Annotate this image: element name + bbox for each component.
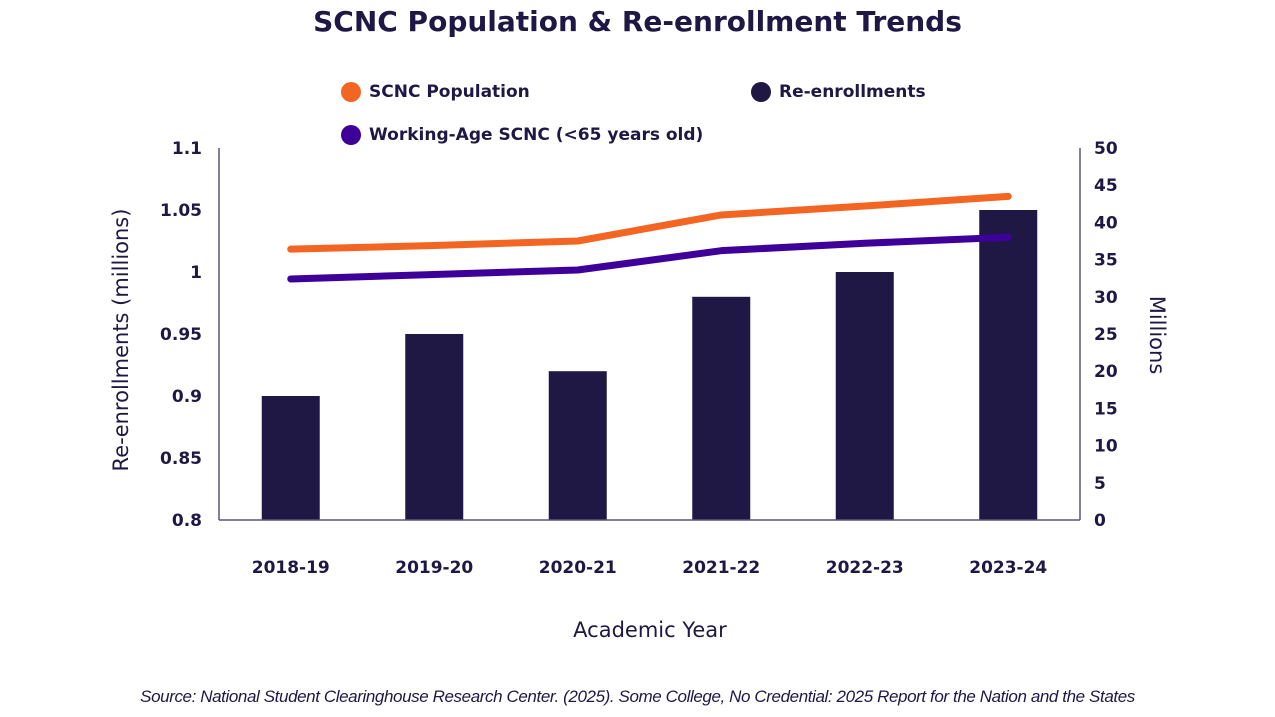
y-tick-label: 0.9 bbox=[172, 387, 202, 407]
x-tick-label: 2022-23 bbox=[826, 558, 904, 578]
legend-label: Re-enrollments bbox=[779, 82, 926, 102]
y2-tick-label: 35 bbox=[1094, 251, 1118, 271]
y2-tick-label: 40 bbox=[1094, 213, 1118, 233]
bar-2022-23 bbox=[835, 272, 894, 520]
y2-tick-label: 25 bbox=[1094, 325, 1118, 345]
y-axis-title: Re-enrollments (millions) bbox=[109, 209, 133, 472]
y2-tick-label: 5 bbox=[1094, 474, 1106, 494]
y2-tick-label: 20 bbox=[1094, 362, 1118, 382]
y-tick-label: 0.8 bbox=[172, 511, 202, 531]
bar-2021-22 bbox=[692, 296, 751, 520]
x-axis-title: Academic Year bbox=[573, 618, 727, 642]
x-tick-label: 2021-22 bbox=[682, 558, 760, 578]
y2-axis-title: Millions bbox=[1145, 296, 1169, 375]
legend-label: SCNC Population bbox=[369, 82, 530, 102]
legend-marker-orange-icon bbox=[341, 82, 361, 102]
y2-tick-label: 45 bbox=[1094, 176, 1118, 196]
x-tick-label: 2020-21 bbox=[539, 558, 617, 578]
y2-tick-label: 30 bbox=[1094, 288, 1118, 308]
x-tick-label: 2019-20 bbox=[395, 558, 473, 578]
y-tick-label: 1 bbox=[190, 263, 202, 283]
y2-tick-label: 10 bbox=[1094, 437, 1118, 457]
legend-marker-navy-icon bbox=[751, 82, 771, 102]
x-tick-label: 2018-19 bbox=[252, 558, 330, 578]
legend-item-working-age-scnc: Working-Age SCNC (<65 years old) bbox=[341, 125, 703, 145]
y-tick-label: 1.05 bbox=[160, 201, 202, 221]
bar-2019-20 bbox=[405, 334, 464, 520]
line-working-age-scnc-65-years-old- bbox=[287, 233, 1012, 283]
y-tick-label: 0.95 bbox=[160, 325, 202, 345]
legend-label: Working-Age SCNC (<65 years old) bbox=[369, 125, 704, 145]
bar-2023-24 bbox=[979, 210, 1038, 520]
y-tick-label: 1.1 bbox=[172, 139, 202, 159]
bar-2020-21 bbox=[548, 371, 607, 520]
bar-2018-19 bbox=[261, 396, 320, 520]
legend-item-re-enrollments: Re-enrollments bbox=[751, 82, 926, 102]
y-tick-label: 0.85 bbox=[160, 449, 202, 469]
legend-item-scnc-population: SCNC Population bbox=[341, 82, 530, 102]
line-scnc-population bbox=[287, 192, 1012, 253]
y2-tick-label: 15 bbox=[1094, 399, 1118, 419]
y2-tick-label: 0 bbox=[1094, 511, 1106, 531]
legend-marker-purple-icon bbox=[341, 125, 361, 145]
chart-title: SCNC Population & Re-enrollment Trends bbox=[313, 5, 962, 38]
x-tick-label: 2023-24 bbox=[969, 558, 1047, 578]
source-note: Source: National Student Clearinghouse R… bbox=[140, 687, 1135, 706]
y2-tick-label: 50 bbox=[1094, 139, 1118, 159]
